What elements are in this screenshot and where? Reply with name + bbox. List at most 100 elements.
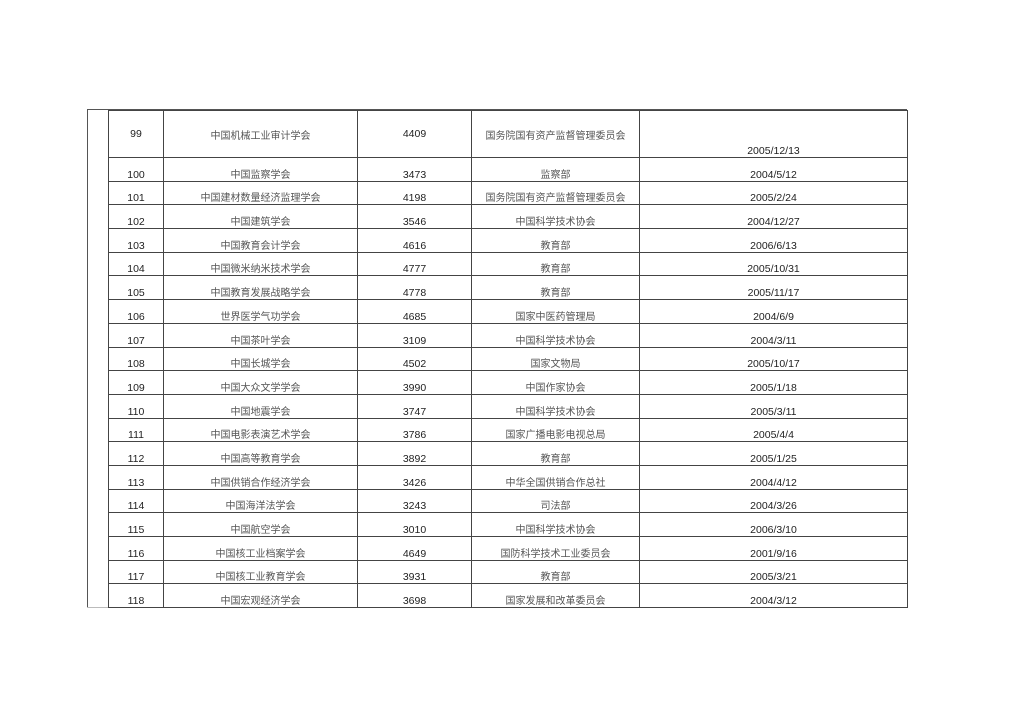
- row-number: 111: [108, 417, 164, 443]
- row-number: 104: [108, 251, 164, 277]
- row-number: 107: [108, 322, 164, 348]
- society-code: 4777: [357, 251, 472, 277]
- registration-date: 2005/10/31: [639, 251, 908, 277]
- supervising-department: 国防科学技术工业委员会: [471, 536, 640, 561]
- society-name: 中国教育会计学会: [163, 228, 358, 253]
- society-name: 中国宏观经济学会: [163, 583, 358, 609]
- row-number: 100: [108, 157, 164, 182]
- registration-date: 2006/6/13: [639, 228, 908, 253]
- table-row: 99 中国机械工业审计学会 4409 国务院国有资产监督管理委员会 2005/12/13: [108, 110, 908, 158]
- society-code: 3426: [357, 464, 472, 490]
- registration-date: 2004/4/12: [639, 464, 908, 490]
- society-code: 3892: [357, 441, 472, 466]
- row-number: 110: [108, 393, 164, 419]
- table-row: 114 中国海洋法学会 3243 司法部 2004/3/26: [108, 488, 908, 514]
- registration-date: 2004/3/11: [639, 322, 908, 348]
- supervising-department: 教育部: [471, 228, 640, 253]
- table-row: 102 中国建筑学会 3546 中国科学技术协会 2004/12/27: [108, 204, 908, 230]
- supervising-department: 教育部: [471, 559, 640, 585]
- table-row: 107 中国茶叶学会 3109 中国科学技术协会 2004/3/11: [108, 322, 908, 348]
- society-code: 3747: [357, 393, 472, 419]
- registration-date: 2005/1/25: [639, 441, 908, 466]
- table-row: 111 中国电影表演艺术学会 3786 国家广播电影电视总局 2005/4/4: [108, 417, 908, 443]
- table-row: 110 中国地震学会 3747 中国科学技术协会 2005/3/11: [108, 393, 908, 419]
- society-code: 4778: [357, 275, 472, 301]
- society-code: 4198: [357, 180, 472, 206]
- society-name: 中国建材数量经济监理学会: [163, 180, 358, 206]
- supervising-department: 国家文物局: [471, 346, 640, 372]
- supervising-department: 教育部: [471, 275, 640, 301]
- registration-date: 2004/5/12: [639, 157, 908, 182]
- table-row: 112 中国高等教育学会 3892 教育部 2005/1/25: [108, 441, 908, 466]
- society-name: 中国核工业档案学会: [163, 536, 358, 561]
- supervising-department: 中华全国供销合作总社: [471, 464, 640, 490]
- row-number: 105: [108, 275, 164, 301]
- society-name: 中国机械工业审计学会: [163, 110, 358, 158]
- registration-date: 2001/9/16: [639, 536, 908, 561]
- table-row: 115 中国航空学会 3010 中国科学技术协会 2006/3/10: [108, 512, 908, 537]
- society-code: 4649: [357, 536, 472, 561]
- table-row: 101 中国建材数量经济监理学会 4198 国务院国有资产监督管理委员会 2005/2/…: [108, 180, 908, 206]
- society-name: 中国海洋法学会: [163, 488, 358, 514]
- supervising-department: 中国科学技术协会: [471, 512, 640, 537]
- registration-date: 2005/3/11: [639, 393, 908, 419]
- society-name: 中国微米纳米技术学会: [163, 251, 358, 277]
- registration-date: 2004/3/12: [639, 583, 908, 609]
- society-name: 中国核工业教育学会: [163, 559, 358, 585]
- table-row: 104 中国微米纳米技术学会 4777 教育部 2005/10/31: [108, 251, 908, 277]
- supervising-department: 中国科学技术协会: [471, 322, 640, 348]
- society-name: 中国大众文学学会: [163, 370, 358, 395]
- table-row: 100 中国监察学会 3473 监察部 2004/5/12: [108, 157, 908, 182]
- registration-date: 2005/1/18: [639, 370, 908, 395]
- society-name: 中国高等教育学会: [163, 441, 358, 466]
- table-row: 108 中国长城学会 4502 国家文物局 2005/10/17: [108, 346, 908, 372]
- row-number: 102: [108, 204, 164, 230]
- society-code: 3473: [357, 157, 472, 182]
- society-name: 中国教育发展战略学会: [163, 275, 358, 301]
- society-name: 中国茶叶学会: [163, 322, 358, 348]
- row-number: 101: [108, 180, 164, 206]
- society-code: 4616: [357, 228, 472, 253]
- supervising-department: 国务院国有资产监督管理委员会: [471, 110, 640, 158]
- row-number: 117: [108, 559, 164, 585]
- table-row: 109 中国大众文学学会 3990 中国作家协会 2005/1/18: [108, 370, 908, 395]
- table-row: 116 中国核工业档案学会 4649 国防科学技术工业委员会 2001/9/16: [108, 536, 908, 561]
- supervising-department: 教育部: [471, 251, 640, 277]
- row-number: 99: [108, 110, 164, 158]
- society-code: 4685: [357, 299, 472, 324]
- registration-date: 2005/3/21: [639, 559, 908, 585]
- registration-date: 2004/3/26: [639, 488, 908, 514]
- registration-date: 2005/11/17: [639, 275, 908, 301]
- table-row: 117 中国核工业教育学会 3931 教育部 2005/3/21: [108, 559, 908, 585]
- supervising-department: 司法部: [471, 488, 640, 514]
- society-name: 世界医学气功学会: [163, 299, 358, 324]
- supervising-department: 教育部: [471, 441, 640, 466]
- society-code: 3546: [357, 204, 472, 230]
- row-number: 113: [108, 464, 164, 490]
- row-number: 116: [108, 536, 164, 561]
- society-code: 3990: [357, 370, 472, 395]
- row-number: 106: [108, 299, 164, 324]
- registration-date: 2005/4/4: [639, 417, 908, 443]
- society-code: 4409: [357, 110, 472, 158]
- society-code: 3931: [357, 559, 472, 585]
- supervising-department: 中国作家协会: [471, 370, 640, 395]
- supervising-department: 国务院国有资产监督管理委员会: [471, 180, 640, 206]
- row-number: 114: [108, 488, 164, 514]
- table-row: 118 中国宏观经济学会 3698 国家发展和改革委员会 2004/3/12: [108, 583, 908, 609]
- registration-date: 2005/2/24: [639, 180, 908, 206]
- row-number: 109: [108, 370, 164, 395]
- registration-date: 2004/12/27: [639, 204, 908, 230]
- supervising-department: 国家中医药管理局: [471, 299, 640, 324]
- row-number: 108: [108, 346, 164, 372]
- supervising-department: 中国科学技术协会: [471, 393, 640, 419]
- row-number: 103: [108, 228, 164, 253]
- registration-date: 2006/3/10: [639, 512, 908, 537]
- table-left-border: [87, 110, 88, 608]
- table-row: 106 世界医学气功学会 4685 国家中医药管理局 2004/6/9: [108, 299, 908, 324]
- society-name: 中国电影表演艺术学会: [163, 417, 358, 443]
- society-name: 中国航空学会: [163, 512, 358, 537]
- registration-date: 2005/12/13: [639, 110, 908, 158]
- society-name: 中国监察学会: [163, 157, 358, 182]
- supervising-department: 中国科学技术协会: [471, 204, 640, 230]
